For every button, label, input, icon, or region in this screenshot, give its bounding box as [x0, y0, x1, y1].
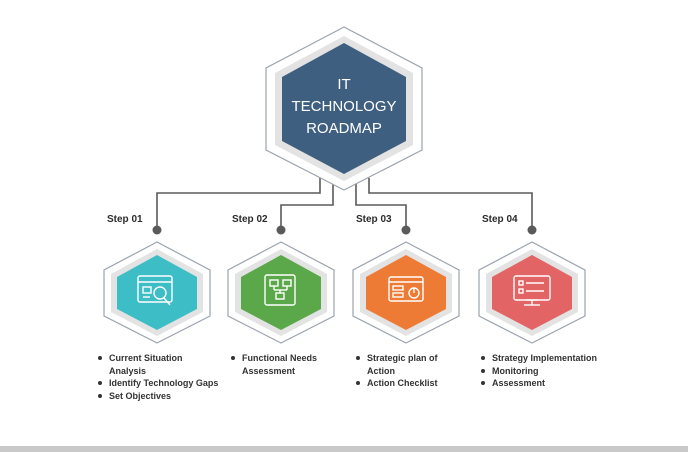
list-item: Functional Needs Assessment: [231, 352, 340, 377]
list-item: Monitoring: [481, 365, 632, 378]
list-item: Current Situation Analysis: [98, 352, 221, 377]
connector-step-3: [355, 178, 407, 229]
connector-step-4: [368, 178, 533, 229]
bottom-divider: [0, 446, 688, 452]
needs-flowchart-icon: [264, 274, 296, 306]
step-3-hexagon: [352, 241, 460, 344]
list-item: Identify Technology Gaps: [98, 377, 221, 390]
list-item: Set Objectives: [98, 390, 221, 403]
connector-lines: [156, 178, 533, 229]
connector-dot-4: [527, 225, 537, 235]
title-line-1: IT: [337, 76, 351, 93]
step-1-hexagon: [103, 241, 211, 344]
analysis-magnifier-icon: [137, 275, 173, 306]
step-2-label: Step 02: [232, 214, 268, 225]
hero-hexagon: [265, 26, 423, 191]
connector-dot-1: [152, 225, 162, 235]
connector-dots: [152, 225, 537, 235]
title-line-3: ROADMAP: [306, 120, 382, 137]
title-line-2: TECHNOLOGY: [291, 98, 397, 115]
list-item: Strategic plan of Action: [356, 352, 463, 377]
connector-step-2: [280, 178, 334, 229]
list-item: Assessment: [481, 377, 632, 390]
action-plan-dashboard-icon: [388, 276, 424, 302]
step-2-hexagon: [227, 241, 335, 344]
step-1-bullet-list: Current Situation Analysis Identify Tech…: [96, 352, 221, 402]
step-4-label: Step 04: [482, 214, 518, 225]
monitor-checklist-icon: [513, 275, 551, 306]
step-1-label: Step 01: [107, 214, 143, 225]
step-4-bullet-list: Strategy Implementation Monitoring Asses…: [479, 352, 632, 390]
step-3-label: Step 03: [356, 214, 392, 225]
connector-step-1: [156, 178, 321, 229]
connector-dot-2: [276, 225, 286, 235]
step-3-bullet-list: Strategic plan of Action Action Checklis…: [354, 352, 463, 390]
list-item: Action Checklist: [356, 377, 463, 390]
connector-dot-3: [401, 225, 411, 235]
step-2-bullet-list: Functional Needs Assessment: [229, 352, 340, 377]
roadmap-title: IT TECHNOLOGY ROADMAP: [272, 74, 416, 140]
step-4-hexagon: [478, 241, 586, 344]
list-item: Strategy Implementation: [481, 352, 632, 365]
